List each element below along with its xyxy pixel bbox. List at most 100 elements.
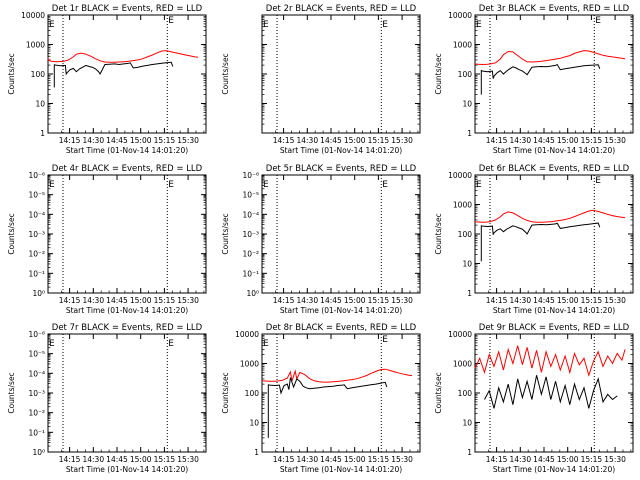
y-axis-label: Counts/sec [221,372,230,413]
x-tick-label: 14:15 [59,455,81,464]
event-marker-label: E [476,20,482,30]
y-tick-label: 10⁻⁴ [242,210,259,219]
plot-frame [261,333,421,453]
lld-series-line [47,50,199,63]
chart-panel: Det 9r BLACK = Events, RED = LLD Counts/s… [434,323,634,474]
x-tick-label: 15:00 [344,455,366,464]
x-tick-label: 14:45 [320,296,342,305]
y-tick-label: 10⁻⁶ [28,171,45,180]
y-tick-label: 100 [458,70,473,79]
chart-title: Det 8r BLACK = Events, RED = LLD [266,323,417,333]
y-tick-label: 1000 [240,360,259,369]
x-tick-label: 14:45 [533,296,555,305]
y-tick-label: 10 [462,419,472,428]
x-tick-label: 14:15 [59,136,81,145]
event-marker-label: E [476,180,482,190]
x-tick-label: 14:30 [296,296,318,305]
event-marker-label: E [49,180,55,190]
y-tick-label: 10⁰ [32,448,45,457]
x-tick-label: 14:15 [273,296,295,305]
event-marker-label: E [595,176,601,186]
y-tick-label: 10⁻³ [28,389,45,398]
x-tick-label: 15:00 [344,136,366,145]
chart-title: Det 9r BLACK = Events, RED = LLD [479,323,630,333]
plot-frame [474,14,634,134]
x-tick-label: 14:15 [486,136,508,145]
y-axis-label: Counts/sec [434,213,443,254]
x-tick-label: 14:15 [486,455,508,464]
event-marker-label: E [595,16,601,26]
x-tick-label: 15:15 [581,296,603,305]
y-tick-label: 10⁰ [246,289,259,298]
y-tick-label: 10⁻⁶ [242,171,259,180]
y-tick-label: 1000 [26,41,45,50]
y-tick-label: 1 [467,129,472,138]
x-tick-label: 15:15 [581,455,603,464]
events-series-line [480,222,601,262]
chart-panel: Det 4r BLACK = Events, RED = LLD Counts/s… [7,164,207,315]
event-marker-label: E [382,335,388,345]
chart-panel: Det 8r BLACK = Events, RED = LLD Counts/s… [221,323,421,474]
x-axis-label: Start Time (01-Nov-14 14:01:20) [280,146,402,155]
y-tick-label: 1 [467,289,472,298]
event-marker-label: E [168,339,174,349]
x-axis-label: Start Time (01-Nov-14 14:01:20) [493,306,615,315]
y-tick-label: 100 [31,70,46,79]
y-tick-label: 10 [35,100,45,109]
y-tick-label: 10⁻² [28,250,45,259]
x-tick-label: 15:30 [391,136,413,145]
chart-panel: Det 1r BLACK = Events, RED = LLD Counts/s… [7,4,207,155]
x-tick-label: 15:00 [130,455,152,464]
x-tick-label: 15:15 [368,296,390,305]
x-tick-label: 15:00 [557,296,579,305]
x-tick-label: 15:15 [154,136,176,145]
chart-panel: Det 3r BLACK = Events, RED = LLD Counts/s… [434,4,634,155]
y-tick-label: 10⁻¹ [28,428,45,437]
y-tick-label: 10⁻³ [28,230,45,239]
y-axis-label: Counts/sec [434,372,443,413]
x-tick-label: 14:45 [106,136,128,145]
x-tick-label: 15:15 [368,455,390,464]
x-tick-label: 14:30 [82,455,104,464]
plot-frame [47,333,207,453]
y-tick-label: 1 [467,448,472,457]
chart-title: Det 1r BLACK = Events, RED = LLD [52,4,203,14]
x-tick-label: 14:30 [509,136,531,145]
y-tick-label: 10⁻² [28,409,45,418]
x-tick-label: 14:30 [296,455,318,464]
lld-series-line [261,368,413,383]
chart-panel: Det 7r BLACK = Events, RED = LLD Counts/s… [7,323,207,474]
plot-frame [261,174,421,294]
x-tick-label: 15:15 [154,296,176,305]
y-tick-label: 1000 [453,360,472,369]
x-tick-label: 15:30 [391,455,413,464]
y-tick-label: 10⁻⁵ [28,350,45,359]
x-axis-label: Start Time (01-Nov-14 14:01:20) [493,465,615,474]
y-tick-label: 10 [462,100,472,109]
x-axis-label: Start Time (01-Nov-14 14:01:20) [493,146,615,155]
y-tick-label: 1 [254,448,259,457]
x-tick-label: 14:45 [106,296,128,305]
x-axis-label: Start Time (01-Nov-14 14:01:20) [66,146,188,155]
x-tick-label: 15:30 [177,455,199,464]
chart-title: Det 4r BLACK = Events, RED = LLD [52,164,203,174]
chart-title: Det 6r BLACK = Events, RED = LLD [479,164,630,174]
y-tick-label: 10000 [448,171,472,180]
y-tick-label: 10 [462,260,472,269]
x-tick-label: 15:00 [130,136,152,145]
y-axis-label: Counts/sec [434,53,443,94]
y-axis-label: Counts/sec [7,372,16,413]
x-tick-label: 14:45 [320,136,342,145]
plot-frame [474,174,634,294]
x-axis-label: Start Time (01-Nov-14 14:01:20) [280,465,402,474]
x-tick-label: 15:00 [130,296,152,305]
y-tick-label: 10⁻⁵ [242,191,259,200]
y-tick-label: 100 [458,230,473,239]
x-tick-label: 14:45 [106,455,128,464]
x-tick-label: 14:30 [296,136,318,145]
events-series-line [484,375,618,409]
y-tick-label: 10000 [21,11,45,20]
y-tick-label: 10⁻³ [242,230,259,239]
